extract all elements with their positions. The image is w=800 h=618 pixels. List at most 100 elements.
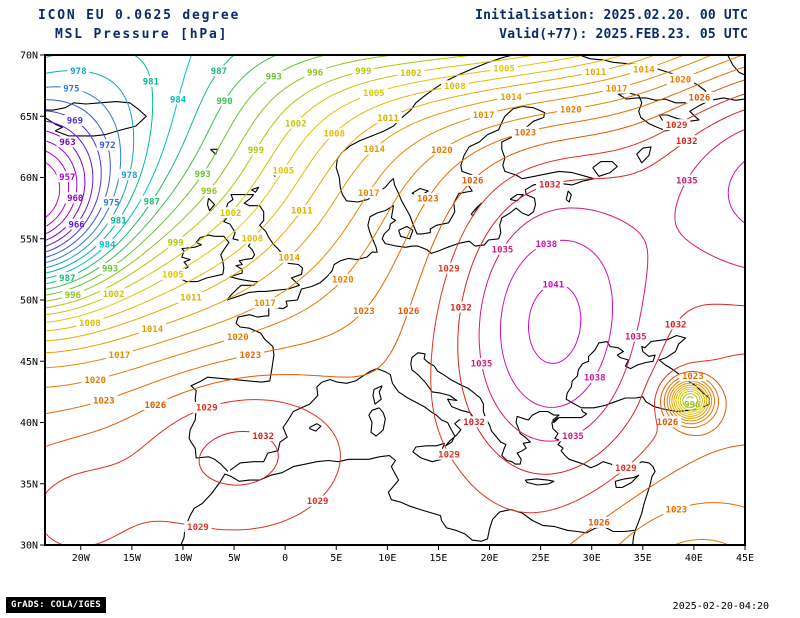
contour-label-963: 963 (59, 138, 75, 148)
contour-label-990: 990 (216, 97, 232, 107)
model-title: ICON EU 0.0625 degree (38, 8, 241, 23)
y-axis-label: 55N (20, 234, 38, 245)
contour-label-1035: 1035 (676, 176, 698, 186)
contour-label-mask (81, 374, 109, 386)
contour-label-mask (141, 399, 169, 411)
x-axis-label: 20E (480, 553, 498, 564)
contour-label-mask (497, 91, 525, 103)
contour-label-mask (99, 288, 128, 300)
contour-label-mask (56, 171, 79, 183)
contour-label-999: 999 (355, 67, 371, 77)
isobar-966 (45, 120, 94, 247)
contour-label-1023: 1023 (239, 351, 261, 361)
contour-label-996: 996 (307, 69, 323, 79)
contour-label-1041: 1041 (542, 281, 564, 291)
x-axis-label: 40E (685, 553, 703, 564)
contour-label-mask (213, 95, 236, 107)
contour-label-mask (397, 67, 425, 79)
isobar-1005 (45, 55, 703, 413)
contour-label-mask (216, 207, 245, 219)
contour-label-mask (164, 236, 187, 248)
x-axis-label: 45E (736, 553, 754, 564)
contour-label-1023: 1023 (666, 505, 688, 515)
contour-label-mask (60, 82, 83, 94)
contour-label-1026: 1026 (462, 177, 484, 187)
contour-label-1026: 1026 (657, 418, 679, 428)
contour-label-mask (245, 144, 267, 156)
contour-label-mask (56, 136, 79, 148)
contour-label-999: 999 (167, 238, 183, 248)
contour-label-1026: 1026 (398, 307, 420, 317)
valid-time: Valid(+77): 2025.FEB.23. 05 UTC (499, 27, 748, 42)
contour-label-1038: 1038 (584, 374, 606, 384)
contour-label-1020: 1020 (84, 376, 106, 386)
contour-label-1029: 1029 (196, 404, 218, 414)
contour-label-mask (673, 135, 701, 147)
contour-label-987: 987 (59, 274, 75, 284)
contour-label-mask (360, 87, 388, 99)
contour-label-mask (167, 93, 189, 105)
contour-label-1032: 1032 (665, 320, 687, 330)
contour-label-mask (532, 238, 560, 250)
contour-label-mask (685, 91, 714, 103)
contour-label-1002: 1002 (400, 69, 422, 79)
contour-label-mask (488, 243, 517, 255)
coastline-sardinia (368, 407, 386, 437)
contour-label-mask (602, 82, 631, 94)
contour-label-mask (441, 80, 469, 92)
contour-label-1005: 1005 (363, 89, 385, 99)
coastline-hebrides (206, 197, 216, 212)
contour-label-1017: 1017 (473, 111, 495, 121)
contour-label-1002: 1002 (220, 209, 242, 219)
contour-label-1020: 1020 (332, 276, 354, 286)
isobar-972 (45, 99, 111, 258)
y-axis-label: 70N (20, 51, 38, 62)
contour-label-mask (251, 297, 279, 309)
contour-label-1035: 1035 (562, 432, 584, 442)
contour-label-1005: 1005 (493, 65, 515, 75)
contour-label-mask (96, 139, 119, 151)
contour-label-mask (352, 65, 375, 77)
contour-label-mask (159, 268, 187, 280)
contour-label-987: 987 (211, 67, 227, 77)
contour-label-1008: 1008 (241, 234, 263, 244)
contour-label-mask (666, 73, 695, 85)
isobar-1029 (45, 93, 745, 545)
contour-label-mask (394, 305, 423, 317)
isobar-978 (45, 70, 135, 269)
initialisation-time: Initialisation: 2025.02.20. 00 UTC (475, 8, 748, 23)
coastline-mediterranean-north-italy-balkans-greece (229, 352, 588, 471)
grads-credit-badge: GrADS: COLA/IGES (6, 597, 106, 613)
contour-label-mask (435, 448, 463, 460)
contour-label-mask (262, 70, 285, 82)
contour-label-mask (581, 66, 610, 78)
contour-label-1023: 1023 (682, 372, 704, 382)
contour-label-999: 999 (248, 146, 264, 156)
contour-label-mask (107, 214, 130, 226)
map-interior: 957 960 963 966 969 972 975 975 978 978 981 981 984 9… (45, 55, 745, 545)
contour-label-mask (612, 462, 640, 474)
contour-label-1023: 1023 (417, 195, 439, 205)
coastline-turkey-levant (551, 417, 656, 545)
contour-label-1032: 1032 (676, 137, 698, 147)
contour-label-mask (56, 272, 79, 284)
contour-label-mask (681, 398, 704, 410)
coastline-iceland (45, 101, 147, 137)
x-axis-label: 15E (429, 553, 447, 564)
y-axis-label: 35N (20, 479, 38, 490)
y-axis-label: 45N (20, 357, 38, 368)
contour-label-mask (653, 416, 682, 428)
contour-label-1032: 1032 (450, 303, 472, 313)
x-axis-label: 15W (123, 553, 142, 564)
coastline-north-africa (180, 455, 635, 545)
coastline-crete (524, 478, 555, 486)
contour-label-mask (581, 371, 609, 383)
contour-label-mask (100, 196, 123, 208)
contour-label-mask (96, 238, 119, 250)
contour-label-mask (630, 63, 658, 75)
field-title: MSL Pressure [hPa] (55, 27, 229, 42)
contour-label-1005: 1005 (162, 271, 184, 281)
contour-label-mask (360, 143, 388, 155)
contour-label-978: 978 (121, 171, 137, 181)
